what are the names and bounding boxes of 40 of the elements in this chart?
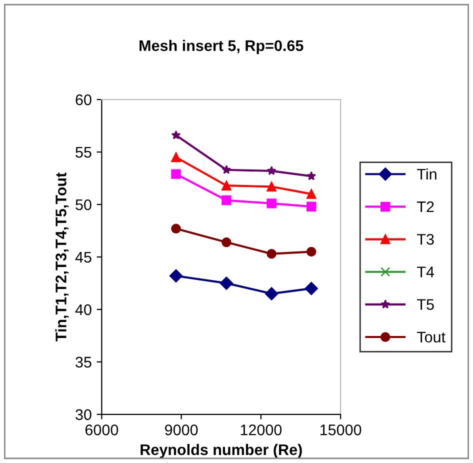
legend-label: Tin xyxy=(417,168,436,180)
point xyxy=(306,246,316,257)
x-tick-label: 12000 xyxy=(240,424,282,436)
point xyxy=(222,195,232,206)
x-tick-label: 9000 xyxy=(165,424,198,436)
y-tick-label: 45 xyxy=(75,252,92,263)
legend-label: T2 xyxy=(417,201,434,212)
y-tick-label: 40 xyxy=(75,304,92,316)
point xyxy=(266,166,276,175)
point xyxy=(169,269,183,282)
point xyxy=(222,165,232,174)
point xyxy=(222,180,232,190)
chart-title: Mesh insert 5, Rp=0.65 xyxy=(140,40,304,54)
point xyxy=(306,171,316,180)
y-tick-label: 35 xyxy=(76,356,92,368)
point xyxy=(220,276,234,290)
legend-label: T5 xyxy=(417,299,434,310)
point xyxy=(222,237,232,248)
legend-label: T3 xyxy=(417,234,434,245)
point xyxy=(306,202,316,212)
point xyxy=(171,152,181,162)
point xyxy=(266,182,276,192)
y-tick-label: 55 xyxy=(76,147,92,158)
point xyxy=(266,198,276,208)
x-axis-title: Reynolds number (Re) xyxy=(140,444,302,458)
y-tick-label: 60 xyxy=(76,94,92,106)
y-tick-label: 30 xyxy=(76,409,92,420)
point xyxy=(171,169,181,179)
x-tick-label: 6000 xyxy=(85,424,118,436)
point xyxy=(171,130,181,140)
point xyxy=(264,287,278,300)
legend-label: Tout xyxy=(417,332,446,343)
point xyxy=(266,248,276,259)
x-tick-label: 15000 xyxy=(320,424,362,436)
point xyxy=(306,189,316,199)
point xyxy=(304,282,318,296)
legend-label: T4 xyxy=(417,266,434,278)
y-axis-title: Tin,T1,T2,T3,T4,T5,Tout xyxy=(55,172,69,342)
y-tick-label: 50 xyxy=(76,199,92,210)
point xyxy=(171,224,181,234)
